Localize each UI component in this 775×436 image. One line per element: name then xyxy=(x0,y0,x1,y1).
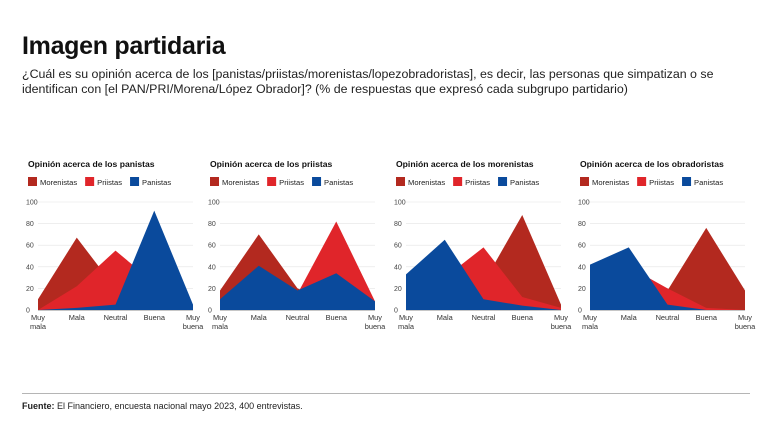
legend-label-panistas: Panistas xyxy=(694,178,723,187)
legend-swatch-priistas xyxy=(267,177,277,186)
y-tick-label: 80 xyxy=(208,221,216,228)
x-tick-label: Muy mala xyxy=(30,313,47,331)
chart-panel-4: Opinión acerca de los obradoristas Moreni… xyxy=(578,159,756,331)
source-text: El Financiero, encuesta nacional mayo 20… xyxy=(57,401,303,411)
y-tick-label: 60 xyxy=(208,243,216,250)
y-tick-label: 60 xyxy=(578,243,586,250)
legend-swatch-panistas xyxy=(130,177,140,186)
chart-title: Opinión acerca de los panistas xyxy=(28,159,155,169)
chart-panel-1: Opinión acerca de los panistas Morenistas… xyxy=(26,159,204,331)
legend-swatch-priistas xyxy=(453,177,463,186)
y-tick-label: 40 xyxy=(208,264,216,271)
legend-label-priistas: Priistas xyxy=(649,178,674,187)
y-tick-label: 40 xyxy=(578,264,586,271)
x-tick-label: Neutral xyxy=(286,313,310,322)
x-tick-label: Mala xyxy=(69,313,86,322)
area-panistas xyxy=(406,239,561,310)
y-tick-label: 100 xyxy=(208,200,220,207)
chart-panel-2: Opinión acerca de los priistas Morenistas… xyxy=(208,159,386,331)
y-tick-label: 20 xyxy=(26,286,34,293)
area-panistas xyxy=(590,247,745,310)
x-tick-label: Neutral xyxy=(472,313,496,322)
y-tick-label: 40 xyxy=(26,264,34,271)
area-morenistas xyxy=(406,214,561,310)
footer-divider xyxy=(22,393,750,394)
legend-swatch-morenistas xyxy=(210,177,219,186)
y-tick-label: 60 xyxy=(394,243,402,250)
y-tick-label: 100 xyxy=(578,200,590,207)
y-tick-label: 100 xyxy=(26,200,38,207)
legend-label-morenistas: Morenistas xyxy=(592,178,629,187)
x-tick-label: Muy buena xyxy=(365,313,386,331)
x-tick-label: Buena xyxy=(144,313,166,322)
legend-swatch-morenistas xyxy=(580,177,589,186)
y-tick-label: 0 xyxy=(578,308,582,315)
x-tick-label: Neutral xyxy=(656,313,680,322)
y-tick-label: 20 xyxy=(578,286,586,293)
x-tick-label: Buena xyxy=(326,313,348,322)
legend-label-morenistas: Morenistas xyxy=(40,178,77,187)
chart-title: Opinión acerca de los priistas xyxy=(210,159,332,169)
y-tick-label: 100 xyxy=(394,200,406,207)
source-label: Fuente: xyxy=(22,401,55,411)
legend-label-panistas: Panistas xyxy=(142,178,171,187)
x-tick-label: Mala xyxy=(621,313,638,322)
y-tick-label: 80 xyxy=(26,221,34,228)
legend-swatch-priistas xyxy=(85,177,95,186)
legend-label-panistas: Panistas xyxy=(324,178,353,187)
legend-label-priistas: Priistas xyxy=(97,178,122,187)
legend-label-morenistas: Morenistas xyxy=(222,178,259,187)
charts-svg: Opinión acerca de los panistas Morenistas… xyxy=(26,159,756,331)
x-tick-label: Muy buena xyxy=(551,313,572,331)
legend-label-panistas: Panistas xyxy=(510,178,539,187)
area-morenistas xyxy=(590,227,745,310)
y-tick-label: 60 xyxy=(26,243,34,250)
x-tick-label: Muy mala xyxy=(212,313,229,331)
legend-label-morenistas: Morenistas xyxy=(408,178,445,187)
y-tick-label: 0 xyxy=(394,308,398,315)
legend-swatch-panistas xyxy=(498,177,508,186)
y-tick-label: 20 xyxy=(208,286,216,293)
charts-area: Opinión acerca de los panistas Morenistas… xyxy=(0,150,775,350)
x-tick-label: Buena xyxy=(512,313,534,322)
y-tick-label: 0 xyxy=(208,308,212,315)
x-tick-label: Mala xyxy=(251,313,268,322)
area-panistas xyxy=(38,210,193,310)
source-note: Fuente: El Financiero, encuesta nacional… xyxy=(22,401,303,411)
chart-title: Opinión acerca de los morenistas xyxy=(396,159,534,169)
chart-title: Opinión acerca de los obradoristas xyxy=(580,159,724,169)
legend-swatch-panistas xyxy=(682,177,692,186)
legend-swatch-panistas xyxy=(312,177,322,186)
x-tick-label: Muy buena xyxy=(735,313,756,331)
x-tick-label: Mala xyxy=(437,313,454,322)
y-tick-label: 80 xyxy=(578,221,586,228)
y-tick-label: 0 xyxy=(26,308,30,315)
legend-swatch-morenistas xyxy=(28,177,37,186)
y-tick-label: 40 xyxy=(394,264,402,271)
x-tick-label: Buena xyxy=(696,313,718,322)
x-tick-label: Muy mala xyxy=(582,313,599,331)
legend-label-priistas: Priistas xyxy=(279,178,304,187)
area-panistas xyxy=(220,265,375,310)
y-tick-label: 80 xyxy=(394,221,402,228)
legend-swatch-priistas xyxy=(637,177,647,186)
page-subtitle: ¿Cuál es su opinión acerca de los [panis… xyxy=(22,67,714,96)
page-title: Imagen partidaria xyxy=(22,32,226,60)
x-tick-label: Muy mala xyxy=(398,313,415,331)
x-tick-label: Neutral xyxy=(104,313,128,322)
chart-panel-3: Opinión acerca de los morenistas Morenist… xyxy=(394,159,572,331)
x-tick-label: Muy buena xyxy=(183,313,204,331)
y-tick-label: 20 xyxy=(394,286,402,293)
legend-label-priistas: Priistas xyxy=(465,178,490,187)
legend-swatch-morenistas xyxy=(396,177,405,186)
